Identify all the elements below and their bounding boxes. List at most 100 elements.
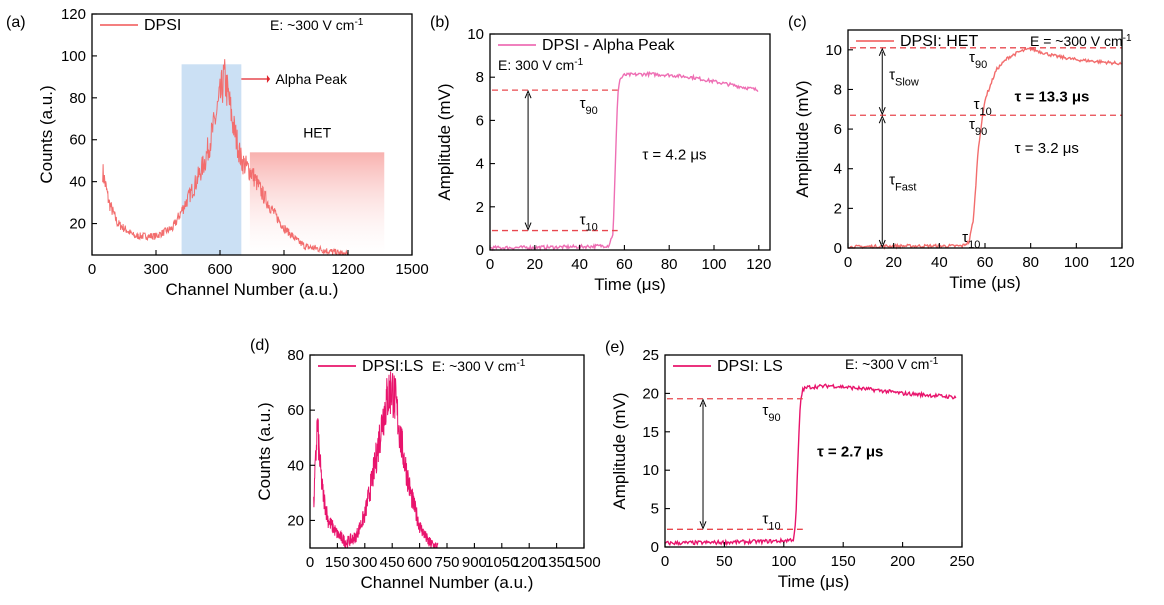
x-tick-label-d: 1500 <box>567 554 600 571</box>
x-axis-label-e: Time (μs) <box>778 572 850 591</box>
legend-label-e: DPSI: LS <box>717 358 783 375</box>
field-value-c: E = ~300 V cm <box>1030 33 1123 49</box>
y-tick-label-e: 5 <box>651 501 659 518</box>
x-tick-label-e: 200 <box>890 553 915 570</box>
panel-label-a: (a) <box>6 14 26 31</box>
x-tick-label-b: 20 <box>526 256 543 273</box>
series-line-d <box>314 371 438 548</box>
x-tick-label-b: 80 <box>661 256 678 273</box>
y-tick-label-a: 80 <box>69 90 86 107</box>
x-tick-label-b: 60 <box>616 256 633 273</box>
tau-value-b: τ = 4.2 μs <box>642 146 706 163</box>
field-label-d: E: ~300 V cm-1 <box>432 358 526 375</box>
x-tick-label-a: 1200 <box>331 261 364 278</box>
tau90-e-sub: 90 <box>768 412 780 424</box>
y-tick-label-b: 2 <box>476 199 484 216</box>
tau-fast-c: τFast <box>889 172 916 194</box>
y-axis-label-d: Counts (a.u.) <box>255 402 274 500</box>
legend-label-a: DPSI <box>144 17 181 34</box>
field-label-e: E: ~300 V cm-1 <box>845 356 939 373</box>
y-tick-label-e: 15 <box>642 424 659 441</box>
y-axis-label-c: Amplitude (mV) <box>793 80 812 197</box>
tau90-e: τ90 <box>762 402 780 424</box>
x-tick-label-b: 40 <box>571 256 588 273</box>
plot-frame-e <box>665 355 962 547</box>
tau90-b: τ90 <box>580 95 598 117</box>
panel-label-b: (b) <box>430 14 450 31</box>
y-tick-label-a: 120 <box>61 6 86 23</box>
y-tick-label-a: 40 <box>69 174 86 191</box>
tau90-top-c: τ90 <box>969 49 987 71</box>
y-tick-label-a: 100 <box>61 48 86 65</box>
x-tick-label-b: 0 <box>486 256 494 273</box>
x-tick-label-e: 100 <box>771 553 796 570</box>
x-tick-label-a: 300 <box>143 261 168 278</box>
y-tick-label-a: 20 <box>69 216 86 233</box>
y-axis-label-e: Amplitude (mV) <box>610 392 629 509</box>
tau90-mid-c: τ90 <box>969 116 987 138</box>
x-tick-label-c: 120 <box>1109 254 1134 271</box>
tau90-mid-c-sub: 90 <box>975 126 987 138</box>
y-tick-label-e: 10 <box>642 462 659 479</box>
x-tick-label-a: 900 <box>271 261 296 278</box>
field-exponent-e: -1 <box>929 356 938 367</box>
x-tick-label-a: 600 <box>207 261 232 278</box>
x-tick-label-e: 150 <box>831 553 856 570</box>
y-tick-label-d: 80 <box>287 347 304 364</box>
legend-label-c: DPSI: HET <box>900 33 978 50</box>
tau90-b-sub: 90 <box>586 105 598 117</box>
legend-label-b: DPSI - Alpha Peak <box>542 37 676 54</box>
tau10-e: τ10 <box>762 510 780 532</box>
y-tick-label-e: 0 <box>651 539 659 556</box>
x-axis-label-b: Time (μs) <box>594 275 666 294</box>
field-exponent-b: -1 <box>574 57 583 68</box>
tau-fast-c-sub: Fast <box>895 182 916 194</box>
y-tick-label-b: 8 <box>476 69 484 86</box>
y-tick-label-d: 60 <box>287 402 304 419</box>
tau10-mid-c-sub: 10 <box>980 106 992 118</box>
field-label-a: E: ~300 V cm-1 <box>270 17 364 34</box>
series-line-e <box>665 384 956 544</box>
tau10-bottom-c-sub: 10 <box>968 239 980 251</box>
field-label-b: E: 300 V cm-1 <box>498 57 584 74</box>
x-axis-label-a: Channel Number (a.u.) <box>166 280 339 299</box>
field-exponent-c: -1 <box>1123 33 1132 44</box>
panel-label-d: (d) <box>250 337 270 354</box>
tau10-mid-c: τ10 <box>974 96 992 118</box>
x-tick-label-c: 40 <box>931 254 948 271</box>
tau-slow-c-sub: Slow <box>895 77 919 89</box>
x-tick-label-d: 900 <box>462 554 487 571</box>
het-region <box>250 152 384 255</box>
y-tick-label-c: 0 <box>834 240 842 257</box>
x-tick-label-e: 0 <box>661 553 669 570</box>
x-tick-label-e: 50 <box>716 553 733 570</box>
annotation-het: HET <box>303 125 331 141</box>
x-tick-label-d: 600 <box>407 554 432 571</box>
field-value-b: E: 300 V cm <box>498 57 574 73</box>
y-tick-label-e: 25 <box>642 347 659 364</box>
x-tick-label-c: 100 <box>1064 254 1089 271</box>
field-value-e: E: ~300 V cm <box>845 356 929 372</box>
field-value-d: E: ~300 V cm <box>432 358 516 374</box>
plot-frame-d <box>310 355 584 548</box>
tau-slow-c: τSlow <box>889 67 919 89</box>
field-exponent-a: -1 <box>354 17 363 28</box>
field-exponent-d: -1 <box>516 358 525 369</box>
tau10-b-sub: 10 <box>586 222 598 234</box>
x-tick-label-c: 20 <box>885 254 902 271</box>
y-tick-label-c: 8 <box>834 81 842 98</box>
x-tick-label-c: 0 <box>844 254 852 271</box>
panel-label-e: (e) <box>605 339 625 356</box>
tau-slow-value-c: τ = 13.3 μs <box>1015 88 1090 105</box>
x-tick-label-a: 0 <box>88 261 96 278</box>
series-line-b <box>490 73 758 250</box>
alpha-peak-arrowhead <box>267 75 270 83</box>
tau10-e-sub: 10 <box>768 520 780 532</box>
x-tick-label-a: 1500 <box>395 261 428 278</box>
